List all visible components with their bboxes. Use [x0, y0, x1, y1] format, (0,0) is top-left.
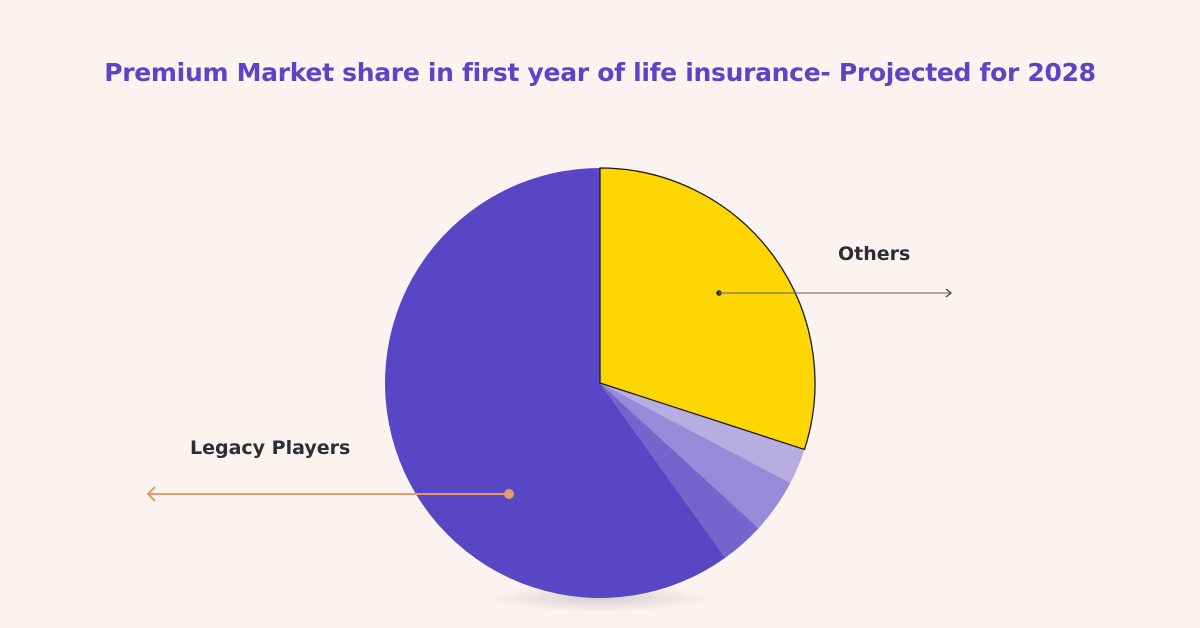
pie-slice-unlabeled-segment-1 [600, 383, 805, 484]
label-legacy-players: Legacy Players [190, 437, 351, 459]
label-others: Others [838, 243, 911, 265]
pie-slice-others [599, 167, 816, 451]
others-arrowhead-icon [945, 288, 953, 298]
pie-slices [385, 167, 816, 598]
pie-slice-legacy-players [385, 168, 726, 598]
legacy-arrowhead-icon [146, 486, 156, 502]
legacy-callout-dot [504, 489, 514, 499]
pie-slice-unlabeled-segment-2 [600, 383, 791, 529]
chart-title: Premium Market share in first year of li… [104, 58, 1096, 87]
pie-slice-unlabeled-segment-3 [600, 383, 759, 558]
legacy-callout [146, 486, 514, 502]
others-callout [716, 288, 953, 298]
